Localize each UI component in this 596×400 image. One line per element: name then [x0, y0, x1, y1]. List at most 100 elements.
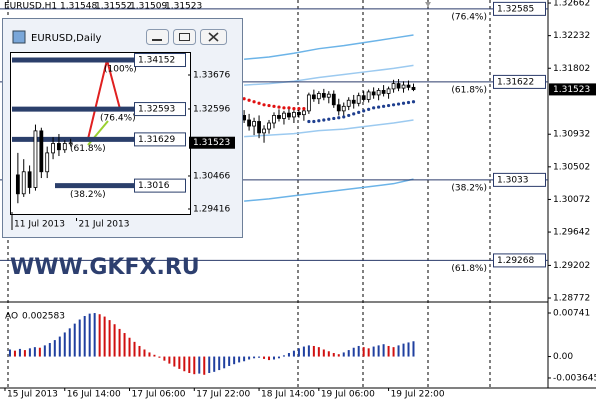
envelope-line: [244, 34, 414, 61]
ao-bar: [327, 351, 330, 357]
level-value: 1.31622: [497, 77, 534, 87]
candle-body: [45, 152, 50, 173]
ao-bar: [362, 347, 365, 357]
envelope-line: [244, 64, 414, 86]
ao-bar: [372, 346, 375, 357]
sar-dot: [307, 119, 311, 124]
level-box: [134, 178, 186, 193]
maximize-button[interactable]: [173, 29, 196, 45]
ao-bar: [243, 356, 246, 362]
ao-bar: [248, 356, 251, 360]
candle-body: [371, 91, 376, 96]
candle-body: [257, 121, 261, 134]
quote-open: 1.31548: [60, 2, 97, 12]
last-price-box: [189, 136, 235, 149]
sar-dot: [377, 105, 381, 109]
x-tick-label: 19 Jul 06:00: [321, 390, 375, 400]
ao-bar: [352, 347, 355, 357]
sar-dot: [386, 103, 391, 108]
ao-bar: [148, 352, 151, 357]
level-box: [493, 253, 546, 268]
fibo-percent: (61.8%): [451, 85, 487, 95]
ao-bar: [307, 345, 310, 357]
sar-dot: [287, 106, 291, 110]
ao-bar: [53, 340, 56, 357]
candle-body: [262, 128, 266, 134]
ao-bar: [163, 356, 166, 361]
candle-body: [292, 111, 296, 118]
sar-dot: [347, 113, 351, 118]
sar-dot: [252, 100, 256, 104]
ao-bar: [387, 345, 390, 357]
candle-body: [301, 110, 306, 116]
sar-dot: [401, 101, 406, 105]
ao-value: 0.002583: [22, 312, 65, 322]
ao-bar: [133, 341, 136, 357]
y-tick-label: 1.33676: [193, 70, 230, 80]
candle-body: [376, 89, 381, 96]
level-value: 1.34152: [138, 56, 175, 66]
x-tick-label: 15 Jul 2013: [7, 390, 58, 400]
minimize-button[interactable]: [146, 29, 169, 45]
sar-dot: [267, 103, 271, 108]
ao-bar: [268, 356, 271, 361]
candle-body: [57, 143, 61, 151]
y-tick-label: 1.30502: [553, 162, 590, 172]
ao-bar: [357, 345, 360, 357]
candle-body: [361, 95, 366, 100]
ao-bar: [382, 344, 385, 357]
ao-bar: [208, 356, 211, 374]
sar-dot: [247, 98, 251, 102]
sar-dot: [332, 116, 336, 121]
candle-body: [356, 95, 361, 104]
fibo-percent: (100%): [104, 65, 137, 75]
sar-dot: [297, 106, 301, 111]
candle-body: [406, 84, 411, 88]
candle-body: [27, 171, 32, 188]
sar-dot: [272, 104, 276, 108]
ao-bar: [143, 349, 146, 357]
fibo-percent: (61.8%): [451, 264, 487, 274]
sar-dot: [322, 118, 326, 122]
y-tick-label: 1.29202: [553, 261, 590, 271]
sar-dot: [411, 100, 416, 104]
candle-body: [351, 99, 356, 104]
ao-bar: [258, 356, 261, 358]
y-tick-label: 1.32596: [193, 104, 230, 114]
ao-bar: [48, 343, 51, 357]
y-tick-label: 1.29642: [553, 228, 590, 238]
ao-bar: [123, 333, 126, 357]
candle-body: [272, 115, 276, 124]
window-title: EURUSD,Daily: [31, 33, 102, 44]
ao-bar: [273, 356, 275, 360]
y-tick-label: 1.32232: [553, 31, 590, 41]
level-box: [493, 1, 546, 16]
level-box: [134, 53, 186, 68]
ao-bar: [138, 345, 141, 357]
candle-body: [277, 115, 281, 119]
fibo-percent: (76.4%): [100, 114, 136, 124]
x-tick-label: 19 Jul 22:00: [391, 390, 445, 400]
ao-bar: [38, 347, 41, 357]
candle-body: [341, 105, 346, 112]
candle-body: [51, 143, 55, 154]
ao-bar: [292, 350, 295, 357]
level-value: 1.32585: [497, 4, 534, 14]
sar-dot: [357, 110, 361, 114]
ao-name: AO: [5, 312, 18, 322]
ao-bar: [228, 356, 231, 366]
last-price-label: 1.31523: [193, 138, 230, 148]
ao-bar: [73, 323, 76, 357]
ao-bar: [98, 314, 101, 357]
sar-dot: [391, 103, 396, 107]
window-icon: [12, 30, 26, 44]
ao-bar: [13, 350, 16, 357]
x-tick-label: 17 Jul 06:00: [132, 390, 186, 400]
candle-body: [366, 91, 371, 100]
sar-dot: [317, 119, 321, 123]
ao-bar: [178, 356, 181, 369]
x-tick-label: 11 Jul 2013: [14, 220, 65, 230]
shift-marker: [425, 2, 431, 7]
sar-dot: [282, 106, 286, 110]
